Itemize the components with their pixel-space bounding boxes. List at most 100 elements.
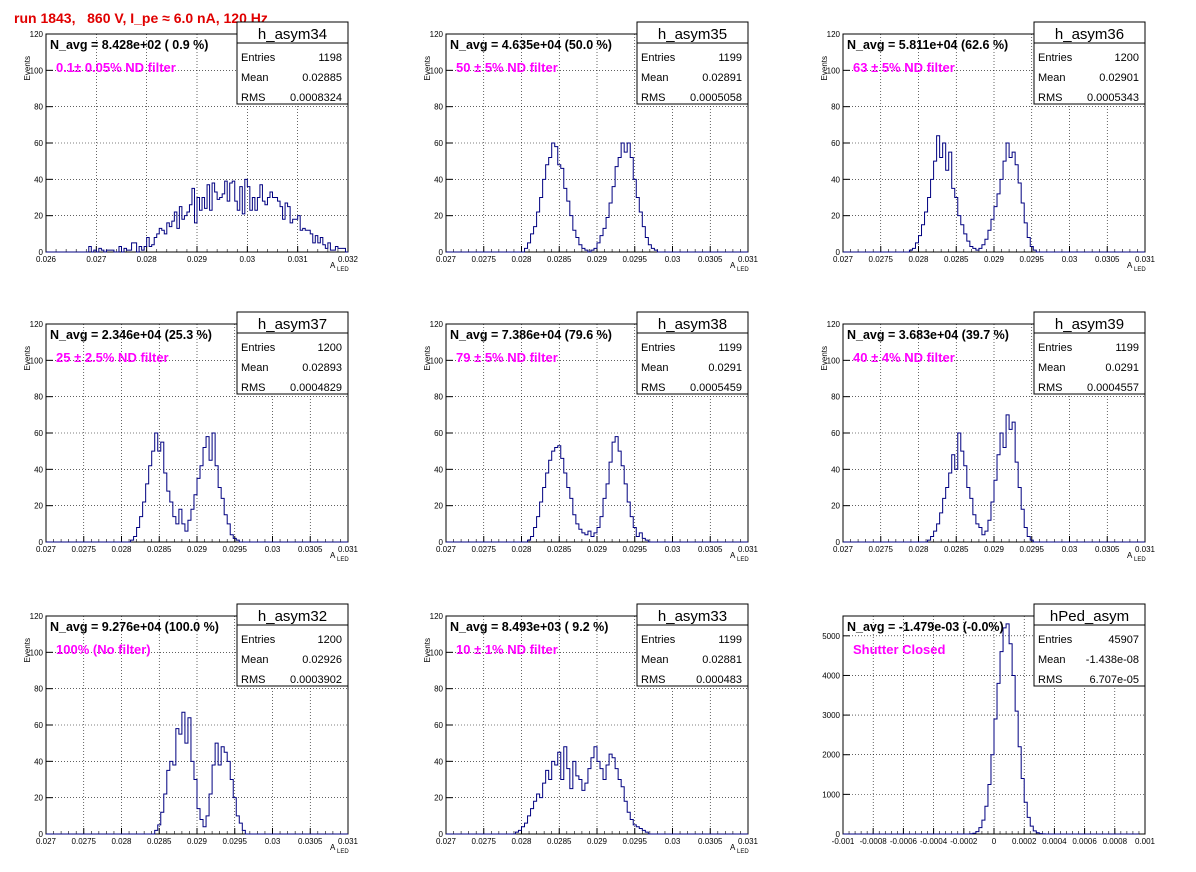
y-tick-label: 20 (34, 502, 43, 511)
y-tick-label: 0 (836, 248, 841, 257)
x-tick-label: 0.029 (587, 255, 608, 264)
x-tick-label: 0.027 (86, 255, 107, 264)
stats-box (636, 21, 749, 105)
y-axis-label: Events (423, 56, 432, 80)
stats-value: 1198 (318, 52, 342, 64)
stats-label: Mean (1038, 72, 1066, 84)
histogram-panel-h_asym38: 0.027 0.0275 0.028 0.0285 0.029 0.0295 0.03 0.0… (423, 311, 759, 563)
x-tick-label: 0.0285 (944, 255, 969, 264)
stats-box (1033, 21, 1146, 105)
x-tick-label: 0.0295 (223, 545, 248, 554)
y-tick-label: 40 (34, 757, 43, 766)
stats-label: Entries (1038, 634, 1073, 646)
stats-box (1033, 603, 1146, 687)
stats-box-title: h_asym36 (1055, 26, 1124, 43)
x-tick-label: 0.0305 (1095, 545, 1120, 554)
y-tick-label: 40 (831, 175, 840, 184)
y-tick-label: 60 (831, 139, 840, 148)
y-axis-label: Events (820, 56, 829, 80)
histogram-line (843, 414, 1145, 543)
x-tick-label: 0.026 (36, 255, 57, 264)
x-axis-label-subscript: LED (1134, 557, 1146, 563)
histogram-panel-h_asym37: 0.027 0.0275 0.028 0.0285 0.029 0.0295 0.03 0.0… (23, 311, 359, 563)
stats-label: RMS (641, 382, 665, 394)
x-tick-label: 0.03 (265, 837, 281, 846)
y-tick-label: 40 (434, 465, 443, 474)
y-tick-label: 100 (30, 66, 44, 75)
x-tick-label: 0.03 (665, 255, 681, 264)
y-tick-label: 80 (831, 393, 840, 402)
x-tick-label: 0.028 (111, 837, 132, 846)
stats-label: Mean (641, 72, 669, 84)
x-axis-label: A (330, 843, 336, 852)
x-axis-label-subscript: LED (337, 849, 349, 855)
y-tick-label: 80 (434, 103, 443, 112)
x-axis-label: A (730, 551, 736, 560)
stats-value: 1199 (718, 52, 742, 64)
stats-value: 0.0004829 (290, 382, 342, 394)
x-tick-label: 0.027 (833, 255, 854, 264)
filter-label: 0.1± 0.05% ND filter (56, 60, 176, 75)
histogram-panel-h_asym32: 0.027 0.0275 0.028 0.0285 0.029 0.0295 0.03 0.0… (23, 603, 359, 855)
x-tick-label: 0.0305 (1095, 255, 1120, 264)
y-tick-label: 60 (831, 429, 840, 438)
y-tick-label: 120 (30, 320, 44, 329)
y-tick-label: 0 (39, 830, 44, 839)
x-tick-label: 0.031 (738, 837, 759, 846)
x-tick-label: 0.03 (1062, 545, 1078, 554)
histogram-line (46, 178, 348, 253)
x-axis-label-subscript: LED (737, 557, 749, 563)
stats-box-title: h_asym37 (258, 316, 327, 333)
stats-label: Entries (241, 634, 276, 646)
stats-box-title: h_asym38 (658, 316, 727, 333)
x-tick-label: 0.0275 (472, 545, 497, 554)
x-tick-label: 0.029 (187, 837, 208, 846)
stats-label: RMS (1038, 382, 1062, 394)
stats-label: Mean (241, 654, 269, 666)
x-tick-label: 0.028 (137, 255, 158, 264)
histogram-panel-h_asym34: 0.026 0.027 0.028 0.029 0.03 0.031 0.032 0 20 40 6… (23, 21, 359, 273)
y-tick-label: 120 (430, 612, 444, 621)
histogram-line (843, 623, 1139, 835)
stats-value: 0.0005343 (1087, 92, 1139, 104)
y-tick-label: 20 (434, 502, 443, 511)
x-tick-label: 0.031 (738, 255, 759, 264)
x-tick-label: 0.029 (984, 545, 1005, 554)
y-tick-label: 40 (34, 175, 43, 184)
stats-box (236, 21, 349, 105)
stats-box-title: h_asym34 (258, 26, 327, 43)
y-tick-label: 0 (439, 830, 444, 839)
x-tick-label: 0.028 (908, 545, 929, 554)
stats-label: Entries (241, 52, 276, 64)
y-tick-label: 100 (430, 356, 444, 365)
y-tick-label: 60 (434, 429, 443, 438)
stats-label: RMS (1038, 92, 1062, 104)
filter-label: 63 ± 5% ND filter (853, 60, 955, 75)
stats-label: Entries (1038, 342, 1073, 354)
y-tick-label: 0 (836, 538, 841, 547)
y-tick-label: 2000 (822, 751, 840, 760)
y-tick-label: 120 (827, 320, 841, 329)
stats-value: 45907 (1108, 634, 1139, 646)
y-tick-label: 120 (30, 612, 44, 621)
y-axis-label: Events (23, 56, 32, 80)
x-tick-label: 0.031 (338, 545, 359, 554)
navg-label: N_avg = 4.635e+04 (50.0 %) (450, 38, 612, 52)
stats-label: Entries (241, 342, 276, 354)
stats-value: 0.0291 (708, 362, 742, 374)
filter-label: 100% (No filter) (56, 642, 151, 657)
y-tick-label: 120 (30, 30, 44, 39)
x-tick-label: -0.0004 (920, 837, 948, 846)
x-tick-label: 0.03 (240, 255, 256, 264)
x-tick-label: -0.0006 (890, 837, 918, 846)
stats-box-title: h_asym35 (658, 26, 727, 43)
y-tick-label: 100 (430, 648, 444, 657)
x-tick-label: 0.031 (1135, 545, 1156, 554)
navg-label: N_avg = 8.428e+02 ( 0.9 %) (50, 38, 208, 52)
x-tick-label: 0.027 (36, 545, 57, 554)
x-axis-label-subscript: LED (1134, 267, 1146, 273)
x-tick-label: 0.0295 (1020, 255, 1045, 264)
x-tick-label: 0.001 (1135, 837, 1156, 846)
stats-label: Mean (641, 654, 669, 666)
x-tick-label: 0.032 (338, 255, 359, 264)
